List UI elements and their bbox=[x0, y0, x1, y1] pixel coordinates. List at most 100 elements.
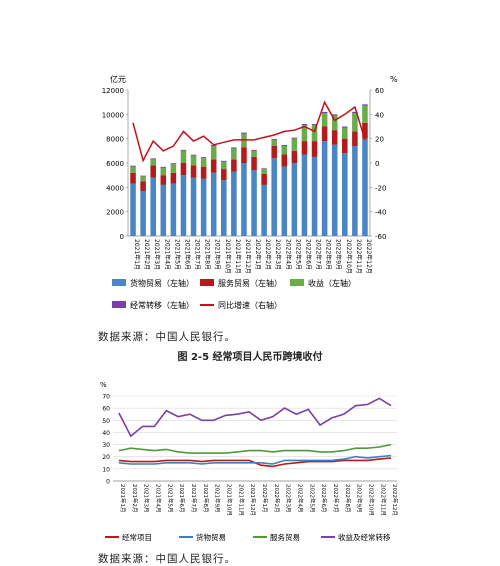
chart2-x-tick: 2021年9月 bbox=[214, 484, 222, 513]
chart1-left-tick: 6000 bbox=[106, 160, 124, 168]
services-bar bbox=[190, 165, 197, 178]
chart2-x-tick: 2021年8月 bbox=[202, 484, 210, 513]
chart1-x-tick: 2021年4月 bbox=[163, 239, 171, 270]
chart2-legend-label: 货物贸易 bbox=[196, 532, 226, 542]
chart2-legend-label: 收益及经常转移 bbox=[338, 532, 391, 542]
services-bar bbox=[311, 141, 318, 157]
chart1-left-tick: 12000 bbox=[102, 87, 124, 95]
chart2-y-tick: 40 bbox=[102, 430, 110, 437]
goods-bar bbox=[210, 172, 217, 236]
chart2-x-tick: 2021年6月 bbox=[178, 484, 186, 513]
chart2-x-tick: 2021年5月 bbox=[166, 484, 174, 513]
chart1-right-tick: -20 bbox=[375, 184, 386, 192]
chart2-x-tick: 2021年12月 bbox=[249, 484, 257, 516]
goods-bar bbox=[301, 154, 308, 236]
goods-bar bbox=[140, 190, 146, 236]
chart2-x-tick: 2022年2月 bbox=[273, 484, 281, 513]
services-bar bbox=[342, 138, 348, 154]
legend-label: 收益（左轴） bbox=[308, 278, 356, 288]
chart2-unit: % bbox=[100, 381, 107, 389]
legend-swatch bbox=[290, 279, 304, 286]
goods-bar bbox=[271, 158, 277, 236]
goods-bar bbox=[321, 141, 328, 236]
income-bar bbox=[231, 148, 237, 160]
services-bar bbox=[281, 154, 288, 167]
services-bar bbox=[301, 141, 308, 155]
income-bar bbox=[311, 125, 318, 142]
services-bar bbox=[231, 159, 237, 172]
chart1-svg: 亿元 % 0 2000 4000 6000 8000 10000 12000 -60 -40 -20 0… bbox=[102, 74, 398, 310]
goods-bar bbox=[130, 183, 136, 236]
income-bar bbox=[342, 127, 348, 139]
chart1-x-tick: 2021年10月 bbox=[224, 239, 232, 274]
income-bar bbox=[331, 115, 338, 131]
chart2-y-tick: 20 bbox=[102, 454, 110, 461]
chart2-x-tick: 2021年3月 bbox=[143, 484, 151, 513]
transfers-bar bbox=[221, 160, 227, 162]
transfers-bar bbox=[342, 126, 348, 128]
legend-swatch bbox=[112, 301, 126, 308]
goods-bar bbox=[231, 171, 237, 236]
chart1-right-tick: -40 bbox=[375, 209, 386, 217]
legend-label: 经常转移（左轴） bbox=[130, 300, 194, 310]
goods-bar bbox=[342, 153, 348, 236]
chart2-x-tick: 2021年10月 bbox=[225, 484, 233, 516]
transfers-bar bbox=[281, 144, 288, 146]
goods-bar bbox=[170, 183, 177, 236]
income-bar bbox=[362, 105, 368, 123]
services-bar bbox=[210, 159, 217, 173]
transfers-bar bbox=[150, 158, 156, 160]
chart1-x-tick: 2022年5月 bbox=[294, 239, 302, 270]
chart1-left-tick: 2000 bbox=[106, 209, 124, 217]
transfers-bar bbox=[170, 163, 177, 165]
transfers-bar bbox=[231, 147, 237, 149]
source-note-2: 数据来源：中国人民银行。 bbox=[98, 553, 236, 565]
chart1-x-tick: 2021年5月 bbox=[173, 239, 181, 270]
goods-bar bbox=[362, 138, 368, 236]
chart2-y-tick: 0 bbox=[106, 479, 110, 486]
chart2-x-tick: 2022年11月 bbox=[379, 484, 387, 516]
income-bar bbox=[281, 145, 288, 155]
chart1-right-tick: 20 bbox=[375, 136, 384, 144]
chart2-x-tick: 2022年10月 bbox=[367, 484, 375, 516]
income-bar bbox=[150, 159, 156, 166]
transfers-bar bbox=[321, 111, 328, 114]
goods-bar bbox=[352, 145, 358, 236]
goods-bar bbox=[180, 175, 187, 236]
chart2-y-tick: 10 bbox=[102, 466, 110, 473]
chart2-y-tick: 30 bbox=[102, 442, 110, 449]
chart2-x-tick: 2022年8月 bbox=[344, 484, 352, 513]
chart1-x-tick: 2022年3月 bbox=[274, 239, 282, 270]
chart1-right-tick: -60 bbox=[375, 233, 386, 241]
growth-line bbox=[132, 100, 366, 163]
share-line-chart: % 0 10 20 30 40 50 60 70 2021年1月 2021年2月 2021年3月 202… bbox=[95, 378, 413, 543]
transfers-bar bbox=[190, 154, 197, 156]
chart1-x-tick: 2022年10月 bbox=[345, 239, 353, 274]
chart1-x-tick: 2022年11月 bbox=[355, 239, 363, 274]
chart1-x-tick: 2022年8月 bbox=[325, 239, 333, 270]
cross-border-receipts-bar-chart: 亿元% 0 2000 4000 6000 8000 10000 12000 -60 -40 -20 0… bbox=[100, 68, 420, 330]
source-note-1: 数据来源：中国人民银行。 bbox=[98, 331, 236, 343]
chart2-y-tick: 50 bbox=[102, 418, 110, 425]
chart1-x-tick: 2022年6月 bbox=[304, 239, 312, 270]
goods-bar bbox=[331, 144, 338, 236]
transfers-bar bbox=[160, 166, 167, 168]
chart1-x-tick: 2022年9月 bbox=[335, 239, 343, 270]
services-bar bbox=[200, 166, 207, 179]
goods-bar bbox=[190, 177, 197, 236]
chart2-x-tick: 2021年1月 bbox=[119, 484, 127, 513]
transfers-bar bbox=[311, 124, 318, 126]
chart1-x-tick: 2021年2月 bbox=[143, 239, 151, 270]
services-bar bbox=[150, 165, 156, 178]
legend-label: 同比增速（右轴） bbox=[218, 300, 282, 310]
services-bar bbox=[321, 126, 328, 142]
services-bar bbox=[241, 147, 247, 163]
legend-swatch bbox=[112, 279, 126, 286]
chart2-legend-label: 经常项目 bbox=[122, 532, 152, 542]
services-bar bbox=[251, 156, 257, 171]
services-bar bbox=[130, 172, 136, 184]
goods-bar bbox=[160, 184, 167, 236]
transfers-bar bbox=[140, 175, 146, 177]
transfers-bar bbox=[271, 138, 277, 140]
